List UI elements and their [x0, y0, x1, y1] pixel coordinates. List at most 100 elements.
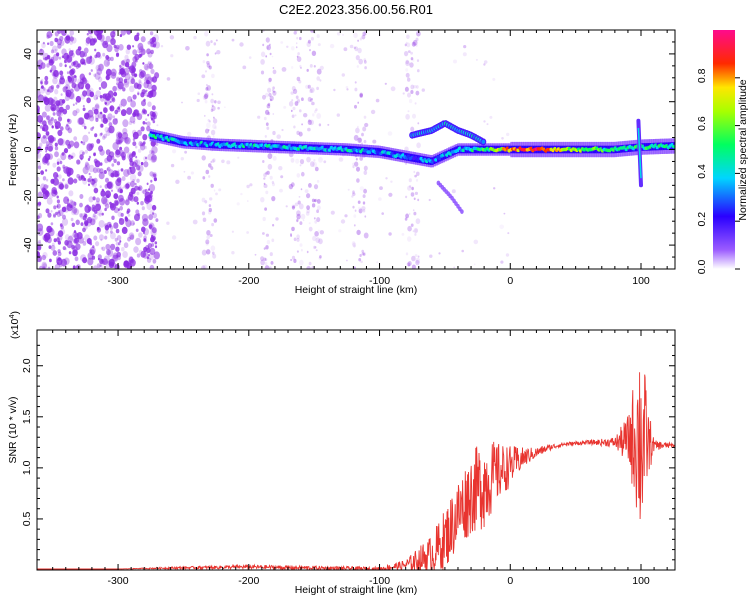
noise-blob — [70, 200, 77, 209]
noise-stripe-blob — [306, 156, 311, 163]
noise-stripe-blob — [311, 98, 314, 100]
noise-blob — [104, 126, 109, 133]
noise-blob — [96, 263, 101, 268]
noise-stripe-blob — [313, 245, 316, 250]
noise-blob — [91, 181, 97, 188]
noise-blob — [91, 255, 96, 260]
noise-dot — [275, 217, 279, 221]
noise-blob — [42, 251, 48, 259]
noise-blob — [121, 155, 126, 161]
noise-stripe-blob — [413, 227, 419, 234]
noise-blob — [104, 207, 107, 212]
noise-blob — [118, 71, 121, 75]
noise-stripe-blob — [207, 210, 212, 215]
noise-blob — [100, 111, 103, 115]
noise-blob — [56, 257, 63, 266]
noise-blob — [120, 168, 124, 172]
noise-blob — [38, 239, 41, 244]
noise-stripe-blob — [291, 46, 295, 51]
noise-stripe-blob — [300, 188, 303, 191]
noise-blob — [116, 173, 119, 176]
noise-stripe-blob — [358, 208, 363, 214]
noise-stripe-blob — [211, 73, 215, 79]
noise-blob — [136, 178, 140, 183]
noise-blob — [128, 153, 134, 160]
noise-blob — [89, 249, 93, 253]
noise-stripe-blob — [310, 30, 315, 33]
noise-blob — [82, 178, 88, 185]
noise-blob — [69, 40, 73, 45]
noise-blob — [68, 190, 74, 197]
noise-dot — [276, 134, 282, 139]
noise-dot — [314, 198, 318, 202]
noise-dot — [240, 192, 243, 196]
noise-blob — [72, 231, 78, 238]
noise-blob — [132, 138, 136, 141]
noise-blob — [99, 162, 103, 166]
noise-blob — [63, 205, 70, 213]
noise-stripe-blob — [299, 64, 302, 68]
noise-blob — [148, 222, 155, 231]
noise-stripe-blob — [295, 158, 300, 164]
noise-stripe-blob — [291, 226, 295, 232]
noise-dot — [379, 186, 383, 191]
noise-stripe-blob — [356, 166, 360, 172]
noise-blob — [85, 83, 91, 90]
noise-blob — [60, 75, 64, 80]
noise-stripe-blob — [316, 86, 319, 91]
noise-stripe-blob — [269, 52, 272, 56]
noise-stripe-blob — [265, 245, 269, 250]
noise-blob — [37, 153, 40, 159]
noise-blob — [116, 235, 122, 241]
noise-blob — [51, 56, 54, 61]
noise-blob — [136, 129, 142, 136]
noise-blob — [143, 109, 148, 115]
noise-blob — [86, 143, 93, 152]
noise-stripe-blob — [260, 51, 266, 58]
noise-stripe-blob — [273, 90, 275, 93]
noise-stripe-blob — [211, 104, 214, 108]
band-core — [672, 144, 675, 149]
noise-blob — [124, 61, 130, 68]
noise-blob — [142, 141, 146, 145]
noise-blob — [104, 203, 110, 209]
noise-blob — [87, 178, 91, 183]
noise-blob — [106, 166, 111, 172]
noise-blob — [99, 234, 104, 241]
noise-blob — [113, 207, 119, 214]
noise-blob — [71, 49, 74, 53]
noise-blob — [115, 178, 122, 187]
noise-blob — [53, 189, 57, 195]
noise-stripe-blob — [357, 101, 360, 104]
noise-stripe-blob — [413, 170, 416, 174]
noise-blob — [80, 174, 84, 179]
noise-blob — [154, 245, 158, 249]
noise-stripe-blob — [319, 79, 322, 82]
noise-blob — [154, 241, 158, 245]
noise-stripe-blob — [359, 254, 362, 257]
noise-blob — [107, 56, 111, 62]
noise-dot — [263, 177, 266, 180]
noise-blob — [58, 56, 62, 60]
noise-stripe-blob — [272, 130, 276, 136]
noise-blob — [120, 70, 127, 78]
noise-stripe-blob — [362, 126, 367, 132]
noise-blob — [149, 264, 155, 269]
noise-dot — [346, 259, 348, 262]
x-tick-label: -100 — [369, 575, 390, 587]
noise-stripe-blob — [357, 47, 362, 54]
noise-blob — [39, 265, 43, 269]
noise-dot — [190, 171, 194, 175]
noise-stripe-blob — [359, 37, 363, 41]
noise-stripe-blob — [204, 31, 209, 37]
noise-blob — [56, 52, 60, 57]
noise-blob — [118, 136, 124, 143]
noise-stripe-blob — [201, 249, 207, 256]
noise-blob — [87, 206, 92, 212]
noise-stripe-blob — [407, 185, 412, 191]
noise-blob — [153, 251, 160, 260]
noise-blob — [80, 222, 84, 227]
noise-blob — [111, 96, 115, 102]
noise-stripe-blob — [213, 189, 216, 192]
noise-dot — [352, 192, 356, 196]
